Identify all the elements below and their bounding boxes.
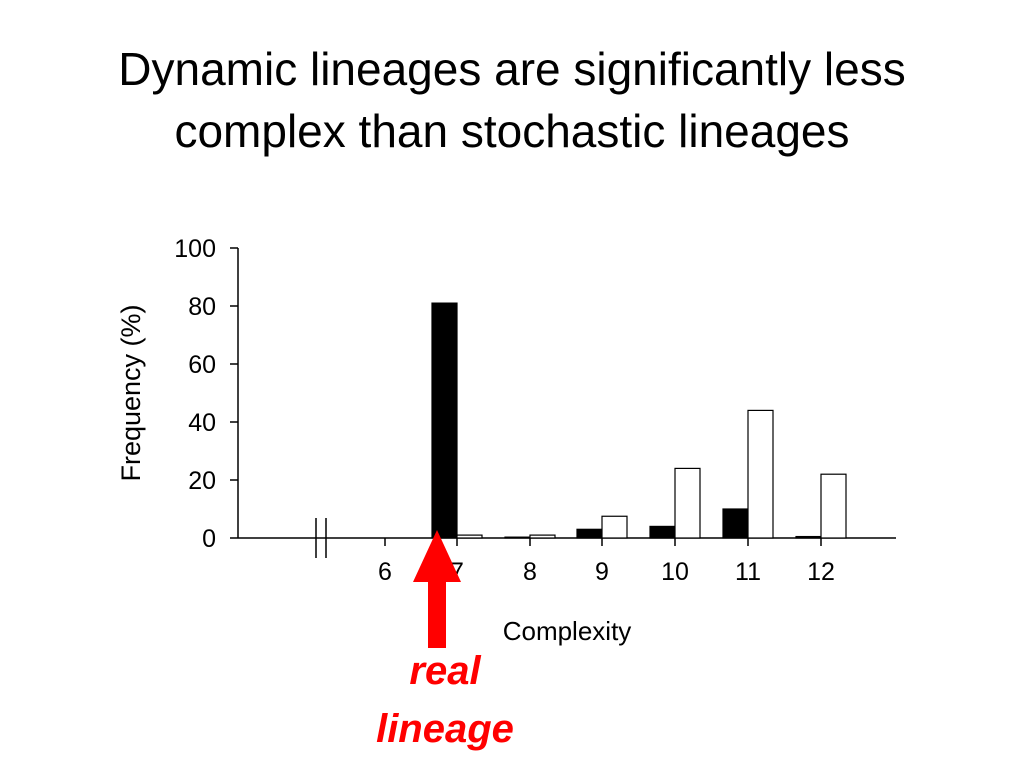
x-tick-label-10: 10 — [661, 558, 689, 586]
y-tick-label-3: 60 — [188, 351, 216, 379]
slide-title-line-2: complex than stochastic lineages — [174, 105, 850, 157]
bar-series-2-12 — [820, 473, 847, 539]
y-tick-label-5: 100 — [174, 235, 216, 263]
x-axis: 6 7 8 9 10 11 12 — [238, 518, 896, 586]
x-tick-label-12: 12 — [807, 558, 835, 586]
bar-series-1-9 — [576, 528, 603, 539]
x-tick-label-6: 6 — [378, 558, 392, 586]
bar-series-1-11 — [722, 508, 749, 539]
y-tick-label-2: 40 — [188, 409, 216, 437]
y-axis: 0 20 40 60 80 100 — [174, 235, 239, 553]
real-lineage-arrow — [413, 530, 461, 648]
bar-series-2-9 — [601, 515, 628, 539]
bar-series-1-10 — [649, 525, 676, 539]
bar-series-2-11 — [747, 409, 774, 539]
x-tick-label-8: 8 — [523, 558, 537, 586]
real-lineage-arrow-shape — [413, 530, 461, 648]
y-tick-label-1: 20 — [188, 467, 216, 495]
annotation-line-2: lineage — [376, 707, 514, 751]
slide-title-line-1: Dynamic lineages are significantly less — [118, 43, 906, 95]
annotation-line-1: real — [409, 649, 481, 693]
x-tick-label-11: 11 — [735, 558, 761, 586]
bar-series-1-8 — [504, 536, 531, 539]
y-tick-label-0: 0 — [202, 525, 216, 553]
bar-series-1-12 — [795, 535, 822, 539]
bar-series-2-8 — [529, 534, 556, 539]
bar-series-2-7 — [456, 534, 483, 539]
bar-series-2-10 — [674, 467, 701, 539]
real-lineage-annotation: real lineage — [330, 642, 560, 758]
bar-series-1-7 — [431, 302, 458, 539]
y-tick-label-4: 80 — [188, 293, 216, 321]
x-tick-label-9: 9 — [595, 558, 609, 586]
x-axis-label: Complexity — [503, 616, 632, 646]
y-axis-label: Frequency (%) — [116, 304, 146, 481]
slide-title: Dynamic lineages are significantly less … — [0, 38, 1024, 162]
bars — [431, 302, 847, 539]
